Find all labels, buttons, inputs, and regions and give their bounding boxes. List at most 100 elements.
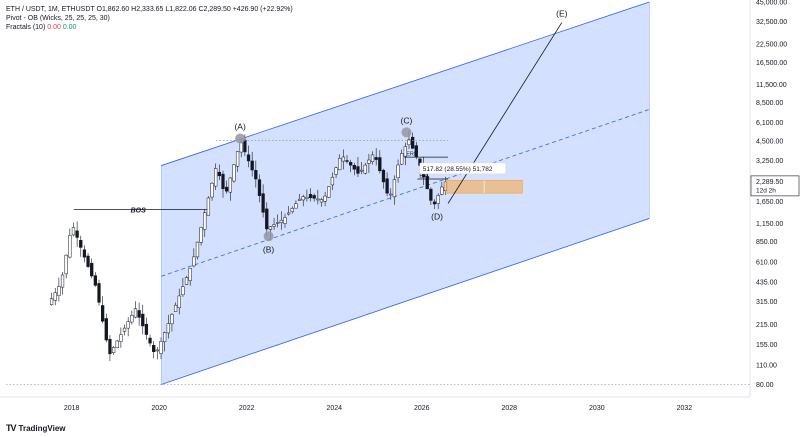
candle-up	[199, 227, 203, 243]
y-tick-18: 110.00	[756, 363, 777, 370]
candle-up	[71, 227, 76, 236]
candle-down	[261, 193, 265, 213]
legend-fractals: Fractals (10)	[6, 24, 46, 31]
x-tick-2: 2022	[239, 405, 255, 412]
y-tick-14: 435.00	[756, 280, 778, 287]
wave-label-3: (D)	[431, 211, 443, 221]
candle-up	[268, 226, 273, 230]
candle-up	[188, 268, 192, 281]
candle-down	[429, 188, 433, 201]
candle-up	[133, 308, 138, 318]
candle-up	[111, 347, 116, 354]
candle-down	[308, 194, 313, 199]
candle-down	[137, 310, 141, 318]
candle-up	[192, 256, 196, 267]
candle-up	[195, 241, 200, 258]
candle-up	[64, 254, 68, 275]
candle-up	[53, 292, 57, 301]
candle-up	[119, 334, 123, 342]
y-tick-8: 3,250.00	[756, 158, 783, 165]
candle-up	[184, 277, 189, 285]
candle-down	[250, 160, 254, 171]
candle-up	[301, 196, 305, 201]
candle-down	[312, 195, 316, 199]
legend-symbol-row: ETH / USDT, 1M, ETHUSDT O1,862.60 H2,333…	[6, 5, 293, 14]
measure-label: 517.82 (28.55%) 51,782	[423, 166, 493, 173]
candle-down	[385, 178, 389, 194]
tradingview-brand[interactable]: TV TradingView	[6, 423, 66, 433]
wave-label-2: (C)	[401, 115, 413, 125]
candle-up	[330, 176, 335, 186]
candle-up	[203, 212, 207, 230]
y-tick-19: 80.00	[756, 382, 774, 389]
candle-up	[115, 340, 119, 349]
x-tick-1: 2020	[151, 405, 167, 412]
candle-up	[239, 142, 243, 153]
candle-down	[90, 262, 94, 277]
x-tick-4: 2026	[414, 405, 430, 412]
y-tick-17: 155.00	[756, 342, 778, 349]
tradingview-logo-icon: TV	[6, 423, 16, 433]
wave-marker-1	[263, 231, 274, 242]
candle-up	[334, 167, 338, 175]
candle-up	[407, 139, 411, 146]
candle-up	[440, 186, 444, 195]
wave-label-0: (A)	[234, 121, 246, 131]
y-tick-16: 215.00	[756, 322, 778, 329]
candle-down	[108, 339, 112, 355]
candle-up	[392, 179, 397, 198]
wave-marker-0	[235, 133, 246, 144]
candle-up	[276, 222, 280, 224]
candle-down	[257, 179, 262, 196]
x-tick-3: 2024	[326, 405, 342, 412]
candle-down	[411, 136, 415, 149]
candle-up	[338, 158, 342, 171]
candle-up	[163, 332, 167, 342]
candle-up	[359, 169, 364, 172]
candle-down	[243, 139, 247, 153]
y-tick-10: 1,650.00	[756, 199, 783, 206]
y-tick-6: 6,100.00	[756, 120, 783, 127]
candle-up	[173, 304, 178, 312]
channel-mid-line	[161, 109, 650, 277]
legend-fractals-row[interactable]: Fractals (10) 0.00 0.00	[6, 23, 293, 32]
candle-down	[254, 170, 258, 180]
candle-down	[144, 323, 149, 335]
erl-label-1: ERL	[419, 174, 430, 180]
regression-channel	[161, 1, 650, 385]
candle-up	[122, 327, 127, 332]
candle-up	[283, 217, 287, 224]
legend-ohlc: O1,862.60 H2,333.65 L1,822.06 C2,289.50 …	[96, 6, 293, 13]
candle-down	[75, 230, 79, 238]
candle-down	[86, 255, 90, 267]
axes: 45,000.00 32,500.00 22,500.00 16,500.00 11,5…	[64, 0, 800, 412]
channel-fill	[161, 2, 650, 385]
candle-up	[68, 235, 72, 258]
candle-up	[166, 323, 170, 334]
candle-up	[370, 154, 375, 162]
y-tick-4: 11,500.00	[756, 82, 787, 89]
legend-fractals-green: 0.00	[62, 24, 77, 31]
candle-down	[97, 283, 101, 303]
x-tick-7: 2032	[677, 405, 693, 412]
candle-up	[305, 196, 309, 199]
candle-up	[436, 195, 440, 204]
candle-down	[82, 249, 87, 258]
candle-up	[206, 197, 211, 216]
candle-up	[403, 146, 407, 157]
y-tick-11: 1,150.00	[756, 221, 783, 228]
candle-up	[272, 224, 276, 227]
candle-up	[126, 321, 130, 329]
candle-up	[177, 295, 181, 308]
candle-down	[141, 313, 145, 327]
candle-down	[432, 201, 437, 205]
candle-down	[265, 208, 269, 230]
brand-name: TradingView	[18, 423, 66, 433]
candle-up	[319, 199, 324, 203]
candle-down	[374, 157, 378, 160]
candle-down	[79, 240, 83, 248]
legend-pivot[interactable]: Pivot - OB (Wicks, 25, 25, 25, 30)	[6, 15, 110, 22]
candle-up	[235, 151, 240, 167]
candle-down	[93, 275, 97, 286]
